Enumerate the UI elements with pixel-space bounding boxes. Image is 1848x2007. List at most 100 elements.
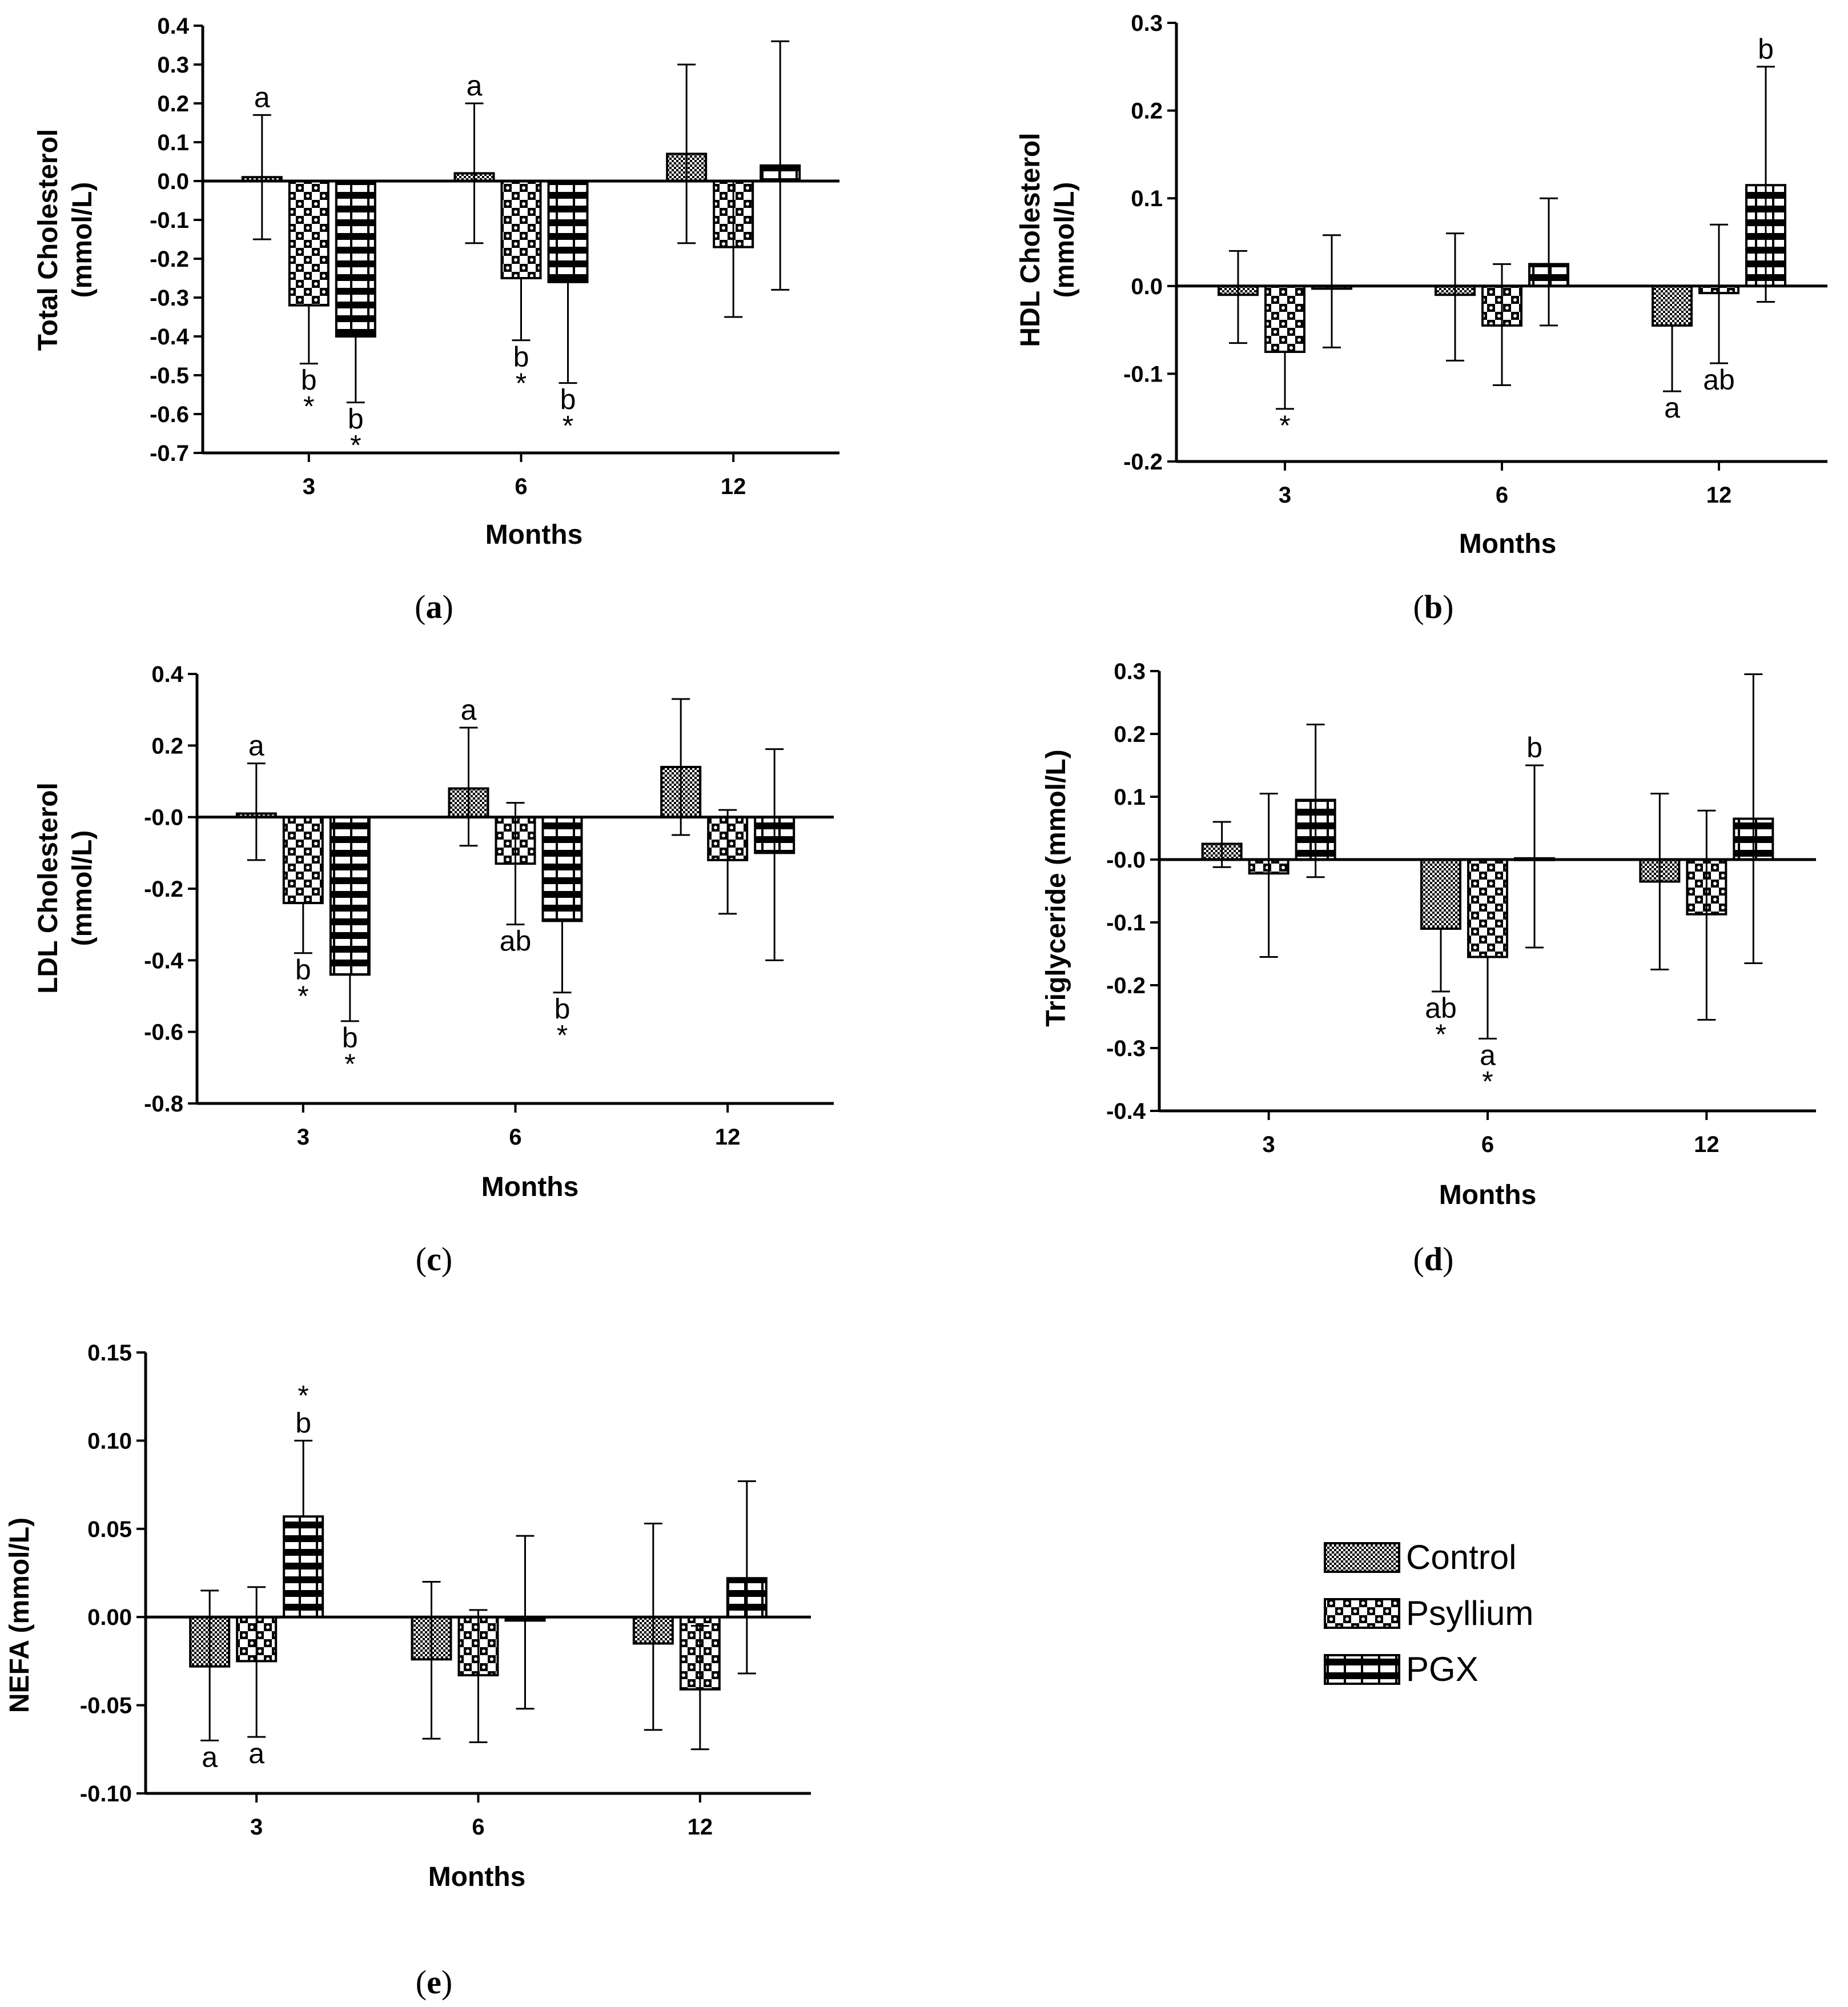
error-bar-b-control-12 (1663, 324, 1681, 392)
x-tick-label-c-3: 3 (297, 1125, 310, 1150)
error-bar-e-psyllium-12 (690, 1625, 709, 1751)
annotation-a-6: b (513, 341, 529, 373)
error-bar-c-control-3 (247, 762, 266, 861)
panel-e-nefa: NEFA (mmol/L) Months (e) 0.15 0.10 0.05 0.0… (5, 1340, 811, 2001)
y-tick-label-e-0: 0.15 (87, 1340, 132, 1366)
error-bar-a-pgx-3 (346, 335, 365, 404)
error-bar-c-psyllium-6 (506, 802, 525, 926)
annotation-c-4: * (344, 1048, 355, 1080)
y-tick-label-e-3: 0.00 (87, 1605, 132, 1630)
legend-label-control: Control (1406, 1538, 1516, 1576)
annotation-c-3: b (342, 1022, 358, 1054)
annotation-b-2: ab (1703, 364, 1735, 396)
panel-e-ylabel: NEFA (mmol/L) (5, 1518, 35, 1713)
x-tick-label-d-6: 6 (1481, 1132, 1494, 1157)
panel-b-ylabel-line1: HDL Cholesterol (1015, 133, 1046, 347)
y-tick-label-b-0: 0.3 (1131, 11, 1163, 36)
x-tick-label-b-12: 12 (1706, 483, 1732, 508)
annotation-a-4: * (350, 430, 361, 461)
bar-b-psyllium-3 (1264, 284, 1305, 353)
error-bar-d-psyllium-3 (1259, 793, 1278, 958)
y-tick-label-d-4: -0.1 (1106, 910, 1146, 936)
y-tick-label-a-8: -0.4 (150, 324, 190, 350)
error-bar-b-pgx-6 (1540, 197, 1558, 327)
y-tick-label-d-7: -0.4 (1106, 1099, 1146, 1124)
error-bar-a-control-3 (252, 114, 271, 240)
error-bar-e-control-12 (644, 1523, 662, 1731)
legend-label-psyllium: Psyllium (1406, 1594, 1533, 1632)
annotation-b-1: a (1664, 392, 1680, 424)
legend-label-pgx: PGX (1406, 1650, 1479, 1688)
error-bar-c-psyllium-12 (718, 809, 737, 915)
y-tick-label-e-5: -0.10 (80, 1781, 132, 1807)
y-tick-label-d-0: 0.3 (1114, 659, 1146, 684)
panel-c-ylabel-line2: (mmol/L) (67, 830, 98, 946)
annotation-a-1: b (301, 364, 317, 396)
bar-a-psyllium-6 (500, 180, 542, 279)
annotation-e-2: b (295, 1407, 311, 1439)
error-bar-e-pgx-3 (294, 1439, 313, 1518)
annotation-e-1: a (248, 1737, 264, 1769)
error-bar-b-psyllium-6 (1493, 263, 1511, 386)
error-bar-c-control-12 (672, 698, 690, 836)
y-tick-label-c-1: 0.2 (151, 733, 183, 758)
panel-a-caption-letter: a (426, 588, 443, 625)
annotation-a-2: * (303, 391, 314, 423)
y-tick-label-a-7: -0.3 (150, 286, 189, 311)
error-bar-b-pgx-3 (1323, 234, 1341, 348)
bar-c-psyllium-3 (282, 816, 324, 905)
x-tick-label-a-12: 12 (721, 474, 746, 499)
legend-item-control: Control (1324, 1538, 1516, 1576)
y-tick-label-d-3: -0.0 (1106, 848, 1146, 873)
panel-b-ylabel-line2: (mmol/L) (1050, 182, 1080, 298)
panel-b-caption-letter: b (1424, 588, 1443, 625)
annotation-c-1: b (295, 954, 311, 986)
y-tick-label-b-3: 0.0 (1131, 274, 1163, 299)
legend-swatch-psyllium (1324, 1598, 1400, 1629)
annotation-a-3: b (348, 403, 364, 435)
bar-d-psyllium-6 (1467, 858, 1508, 958)
bar-d-control-6 (1420, 858, 1461, 930)
annotation-c-0: a (248, 730, 264, 762)
error-bar-e-pgx-6 (516, 1535, 535, 1710)
bar-c-pgx-6 (541, 816, 583, 922)
y-tick-label-a-2: 0.2 (157, 91, 189, 117)
x-tick-label-e-3: 3 (250, 1815, 263, 1840)
error-bar-d-control-12 (1650, 793, 1669, 970)
annotation-c-7: b (555, 993, 571, 1025)
y-tick-label-a-10: -0.6 (150, 402, 189, 427)
y-tick-label-d-2: 0.1 (1114, 785, 1146, 810)
bar-a-pgx-6 (547, 180, 589, 283)
legend-item-psyllium: Psyllium (1324, 1594, 1533, 1632)
legend: Control Psyllium PGX (1324, 1538, 1533, 1688)
panel-e-caption-letter: e (427, 1964, 441, 2001)
x-tick-label-b-3: 3 (1279, 483, 1291, 508)
panel-d-ylabel: Triglyceride (mmol/L) (1041, 749, 1071, 1026)
y-tick-label-c-5: -0.6 (144, 1020, 183, 1045)
panel-b-caption: (b) (1413, 588, 1454, 625)
annotation-d-4: b (1526, 732, 1542, 764)
bar-b-control-12 (1652, 284, 1693, 327)
panel-d-caption: (d) (1413, 1241, 1454, 1278)
y-tick-label-c-3: -0.2 (144, 877, 183, 902)
y-tick-label-b-1: 0.2 (1131, 99, 1163, 124)
x-tick-label-c-6: 6 (509, 1125, 521, 1150)
y-tick-label-a-11: -0.7 (150, 441, 189, 466)
error-bar-a-psyllium-6 (512, 277, 531, 342)
error-bar-b-control-3 (1229, 250, 1247, 344)
y-tick-label-a-5: -0.1 (150, 208, 189, 233)
error-bar-a-psyllium-3 (299, 304, 318, 365)
error-bar-e-control-6 (422, 1580, 441, 1740)
annotation-b-3: b (1758, 33, 1774, 65)
y-tick-label-a-1: 0.3 (157, 53, 189, 78)
annotation-c-6: ab (500, 925, 532, 957)
panel-e-xlabel: Months (428, 1862, 526, 1892)
annotation-a-9: * (563, 410, 573, 442)
error-bar-c-control-6 (459, 726, 478, 847)
annotation-e-3: * (298, 1379, 308, 1411)
error-bar-c-psyllium-3 (294, 902, 312, 954)
panel-d-xlabel: Months (1439, 1180, 1537, 1210)
y-tick-label-a-9: -0.5 (150, 363, 189, 388)
y-tick-label-e-2: 0.05 (87, 1517, 132, 1542)
